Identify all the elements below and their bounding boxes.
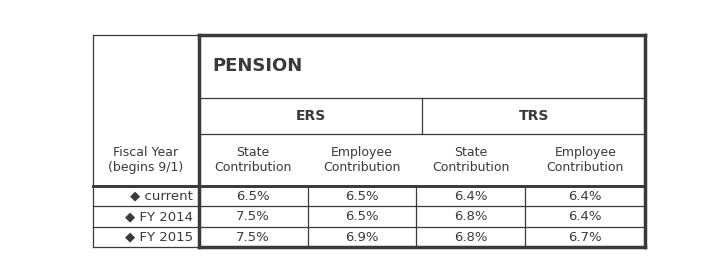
Text: PENSION: PENSION [213, 57, 303, 75]
Text: ◆ FY 2014: ◆ FY 2014 [125, 210, 193, 223]
Text: 7.5%: 7.5% [236, 231, 270, 244]
Text: ◆ current: ◆ current [130, 190, 193, 203]
Text: TRS: TRS [518, 109, 549, 123]
Text: 6.4%: 6.4% [569, 210, 602, 223]
Text: 6.5%: 6.5% [345, 210, 379, 223]
Text: State
Contribution: State Contribution [432, 146, 510, 174]
Text: ERS: ERS [295, 109, 325, 123]
Text: 6.9%: 6.9% [346, 231, 379, 244]
Text: 6.4%: 6.4% [569, 190, 602, 203]
Text: 6.8%: 6.8% [454, 210, 487, 223]
Text: Fiscal Year
(begins 9/1): Fiscal Year (begins 9/1) [108, 146, 184, 174]
Text: Employee
Contribution: Employee Contribution [546, 146, 624, 174]
Text: 6.5%: 6.5% [345, 190, 379, 203]
Text: 7.5%: 7.5% [236, 210, 270, 223]
Text: ◆ FY 2015: ◆ FY 2015 [125, 231, 193, 244]
Text: 6.8%: 6.8% [454, 231, 487, 244]
Text: 6.5%: 6.5% [236, 190, 270, 203]
Text: State
Contribution: State Contribution [215, 146, 292, 174]
Text: 6.7%: 6.7% [568, 231, 602, 244]
Text: Employee
Contribution: Employee Contribution [323, 146, 401, 174]
Text: 6.4%: 6.4% [454, 190, 487, 203]
